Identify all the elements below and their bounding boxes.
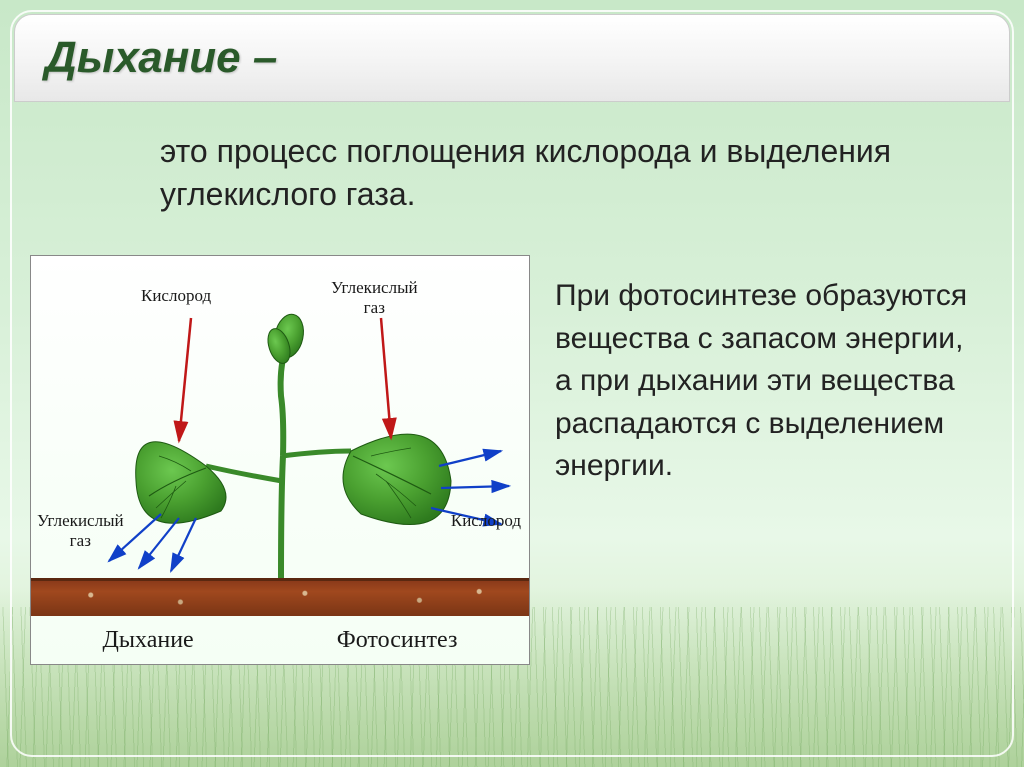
- label-oxygen-top: Кислород: [141, 286, 211, 306]
- explanation-text: При фотосинтезе образуются вещества с за…: [555, 275, 984, 488]
- label-co2-left: Углекислый газ: [37, 511, 124, 550]
- label-text: Углекислый: [37, 511, 124, 530]
- label-text: Углекислый: [331, 278, 418, 297]
- arrow-oxygen-in: [179, 318, 191, 441]
- process-labels: Дыхание Фотосинтез: [31, 616, 529, 664]
- arrow-co2-in: [381, 318, 391, 438]
- label-co2-top: Углекислый газ: [331, 278, 418, 317]
- slide-title: Дыхание –: [45, 33, 277, 83]
- label-oxygen-right: Кислород: [451, 511, 521, 531]
- label-respiration: Дыхание: [103, 627, 194, 654]
- arrow-co2-out: [171, 518, 196, 571]
- label-text: газ: [70, 531, 91, 550]
- label-photosynthesis: Фотосинтез: [337, 627, 458, 654]
- arrow-o2-out: [439, 451, 501, 466]
- title-bar: Дыхание –: [14, 14, 1010, 102]
- label-text: газ: [364, 298, 385, 317]
- arrow-co2-out: [139, 518, 179, 568]
- respiration-photosynthesis-diagram: Кислород Углекислый газ Углекислый газ К…: [30, 255, 530, 665]
- soil-layer: [31, 578, 529, 616]
- subtitle-text: это процесс поглощения кислорода и выдел…: [160, 130, 964, 216]
- arrow-o2-out: [441, 486, 509, 488]
